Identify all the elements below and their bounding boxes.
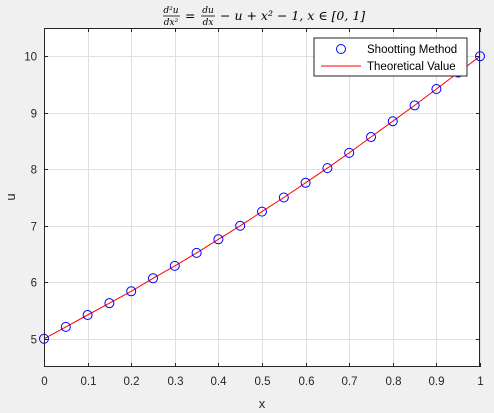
title-lhs-denominator: dx² (164, 18, 179, 28)
data-point-shooting-method (366, 132, 376, 143)
data-point-shooting-method (235, 220, 246, 231)
data-point-shooting-method (300, 177, 311, 188)
data-point-shooting-method (387, 116, 398, 127)
data-point-shooting-method (169, 260, 180, 271)
data-point-shooting-method (322, 163, 333, 174)
y-axis-label: u (3, 193, 18, 200)
y-tick-label: 8 (31, 165, 37, 177)
x-tick-label: 0.7 (342, 376, 358, 388)
title-tail: − u + x² − 1, x ∈ [0, 1] (220, 8, 365, 23)
y-tick-label: 10 (24, 52, 37, 64)
data-point-shooting-method (409, 100, 420, 111)
y-tick-label: 9 (31, 109, 37, 121)
data-point-shooting-method (148, 273, 158, 284)
data-point-shooting-method (60, 321, 71, 332)
data-point-shooting-method (213, 234, 224, 245)
x-tick-label: 0.9 (429, 376, 445, 388)
y-tick-label: 7 (31, 222, 37, 234)
title-equals: = (185, 8, 195, 23)
x-tick-label: 1 (477, 376, 483, 388)
legend-label-shooting-method: Shootting Method (367, 44, 457, 56)
x-axis-label: x (259, 396, 266, 411)
legend: Shootting Method Theoretical Value (313, 37, 468, 77)
data-point-shooting-method (104, 298, 115, 309)
data-point-shooting-method (126, 286, 137, 297)
series-line-theoretical-value (43, 55, 481, 340)
x-tick-label: 0.4 (211, 376, 228, 388)
grid-lines (44, 28, 481, 367)
x-tick-label: 0.3 (168, 376, 184, 388)
legend-label-theoretical-value: Theoretical Value (367, 61, 456, 73)
data-point-shooting-method (82, 310, 93, 321)
data-point-shooting-method (191, 247, 202, 258)
title-rhs-denominator: dx (203, 18, 214, 28)
data-point-shooting-method (431, 84, 442, 95)
x-tick-label: 0.1 (81, 376, 97, 388)
chart-title: d²u dx² = du dx − u + x² − 1, x ∈ [0, 1] (163, 6, 365, 28)
y-tick-label: 6 (31, 278, 37, 290)
data-point-shooting-method (278, 192, 289, 203)
axis-ticks: 0 0.1 0.2 0.3 0.4 0.5 0.6 0.7 0.8 0.9 1 5 6 7 8 9 10 (24, 28, 484, 388)
x-tick-label: 0.6 (299, 376, 315, 388)
title-lhs-numerator: d²u (163, 6, 178, 16)
data-point-shooting-method (257, 206, 267, 217)
plot-lines (43, 55, 481, 340)
x-tick-label: 0.8 (386, 376, 402, 388)
x-tick-label: 0.2 (124, 376, 140, 388)
x-tick-label: 0 (41, 376, 47, 388)
data-point-shooting-method (344, 147, 355, 158)
x-tick-label: 0.5 (255, 376, 271, 388)
y-tick-label: 5 (31, 335, 37, 347)
legend-marker-shooting-method (336, 44, 346, 54)
title-rhs-numerator: du (202, 6, 214, 16)
